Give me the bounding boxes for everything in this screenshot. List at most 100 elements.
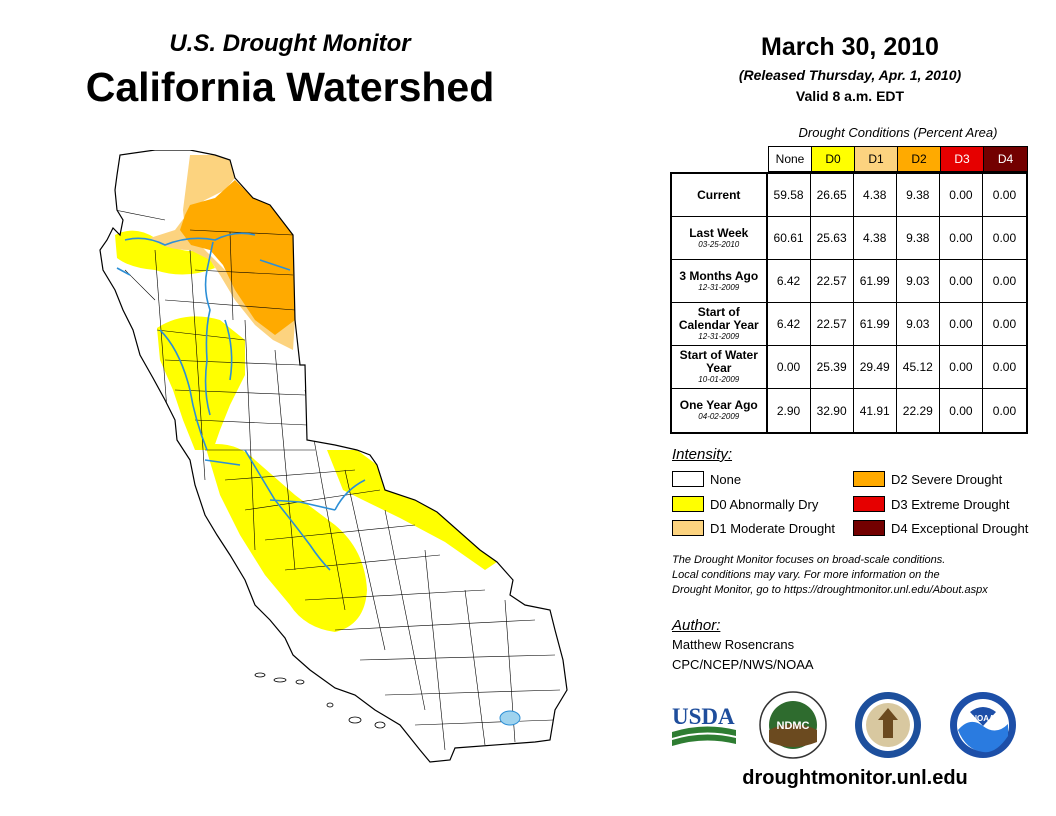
- table-cell: 2.90: [768, 389, 811, 432]
- svg-text:NDMC: NDMC: [777, 720, 810, 732]
- table-cell: 0.00: [940, 260, 983, 302]
- table-cell: 0.00: [768, 346, 811, 388]
- table-cell: 0.00: [992, 317, 1017, 331]
- legend-swatch: [853, 496, 885, 512]
- table-cell: 0.00: [992, 360, 1017, 374]
- table-cell: 4.38: [854, 217, 897, 259]
- row-date: 12-31-2009: [698, 282, 740, 292]
- author-title: Author:: [672, 617, 721, 634]
- svg-text:NOAA: NOAA: [971, 714, 995, 723]
- table-cell: 0.00: [940, 389, 983, 432]
- table-row: One Year Ago 04-02-2009 2.90 32.90 41.91 …: [672, 389, 1026, 432]
- legend-item-none: None: [672, 471, 741, 487]
- table-row: Last Week 03-25-2010 60.61 25.63 4.38 9.3…: [672, 217, 1026, 260]
- col-none: None: [769, 147, 812, 171]
- author-name: Matthew Rosencrans: [672, 637, 795, 652]
- legend-swatch: [853, 520, 885, 536]
- table-cell: 9.03: [897, 260, 940, 302]
- table-cell: 22.57: [811, 260, 854, 302]
- legend-item-d2: D2 Severe Drought: [853, 471, 1002, 487]
- legend-item-d1: D1 Moderate Drought: [672, 520, 835, 536]
- release-date: (Released Thursday, Apr. 1, 2010): [738, 67, 962, 83]
- table-cell: 59.58: [768, 174, 811, 216]
- d2-northeast: [180, 180, 295, 335]
- col-d0: D0: [812, 147, 855, 171]
- table-cell: 0.00: [992, 274, 1017, 288]
- legend-item-d4: D4 Exceptional Drought: [853, 520, 1028, 536]
- date-block: March 30, 2010 (Released Thursday, Apr. …: [670, 33, 1030, 104]
- table-row: Start of Calendar Year 12-31-2009 6.42 22…: [672, 303, 1026, 346]
- legend-swatch: [672, 471, 704, 487]
- table-row: Start of Water Year 10-01-2009 0.00 25.39…: [672, 346, 1026, 389]
- table-cell: 22.29: [897, 389, 940, 432]
- table-cell: 60.61: [768, 217, 811, 259]
- drought-monitor-note: The Drought Monitor focuses on broad-sca…: [672, 554, 988, 596]
- drought-table: Current 59.58 26.65 4.38 9.38 0.00 0.00 …: [670, 172, 1028, 434]
- table-cell: 22.57: [811, 303, 854, 345]
- author-org: CPC/NCEP/NWS/NOAA: [672, 657, 814, 672]
- table-cell: 6.42: [768, 260, 811, 302]
- table-cell: 4.38: [854, 174, 897, 216]
- d0-eastern-sierra: [327, 450, 497, 570]
- table-cell: 41.91: [854, 389, 897, 432]
- table-cell: 9.38: [897, 217, 940, 259]
- col-d4: D4: [984, 147, 1027, 171]
- col-d2: D2: [898, 147, 941, 171]
- salton-sea: [499, 710, 521, 726]
- table-cell: 6.42: [768, 303, 811, 345]
- row-label: Start of Water Year 10-01-2009: [672, 346, 768, 388]
- table-cell: 9.03: [897, 303, 940, 345]
- doc-seal-icon: [853, 690, 923, 760]
- table-cell: 61.99: [854, 260, 897, 302]
- valid-time: Valid 8 a.m. EDT: [795, 88, 905, 104]
- ndmc-logo: NDMC: [758, 690, 828, 760]
- table-caption: Drought Conditions (Percent Area): [798, 125, 998, 140]
- watershed-outline: [99, 149, 568, 763]
- row-label: One Year Ago 04-02-2009: [672, 389, 768, 432]
- table-cell: 0.00: [940, 174, 983, 216]
- website-url: droughtmonitor.unl.edu: [742, 767, 968, 789]
- legend-swatch: [853, 471, 885, 487]
- usda-logo: USDA: [670, 700, 738, 750]
- california-watershed-map: [95, 149, 585, 780]
- table-cell: 25.39: [811, 346, 854, 388]
- d1-northeast: [150, 155, 295, 350]
- legend-swatch: [672, 496, 704, 512]
- row-date: 04-02-2009: [698, 412, 740, 421]
- row-date: 03-25-2010: [698, 239, 740, 249]
- table-cell: 0.00: [940, 303, 983, 345]
- legend-item-d3: D3 Extreme Drought: [853, 496, 1010, 512]
- table-cell: 45.12: [897, 346, 940, 388]
- table-row: Current 59.58 26.65 4.38 9.38 0.00 0.00: [672, 174, 1026, 217]
- noaa-logo: NOAA: [948, 690, 1018, 760]
- map-date: March 30, 2010: [761, 33, 939, 61]
- table-cell: 26.65: [811, 174, 854, 216]
- row-label: 3 Months Ago 12-31-2009: [672, 260, 768, 302]
- svg-text:USDA: USDA: [672, 704, 735, 729]
- table-cell: 61.99: [854, 303, 897, 345]
- title-block: U.S. Drought Monitor California Watershe…: [40, 30, 540, 111]
- table-cell: 32.90: [811, 389, 854, 432]
- legend-item-d0: D0 Abnormally Dry: [672, 496, 818, 512]
- table-cell: 0.00: [992, 231, 1017, 245]
- col-d3: D3: [941, 147, 984, 171]
- legend-title: Intensity:: [672, 446, 733, 463]
- row-label: Start of Calendar Year 12-31-2009: [672, 303, 768, 345]
- map-title: California Watershed: [85, 64, 495, 110]
- table-cell: 0.00: [940, 217, 983, 259]
- d0-north-band: [115, 230, 215, 275]
- table-cell: 0.00: [992, 188, 1017, 202]
- col-d1: D1: [855, 147, 898, 171]
- table-cell: 9.38: [897, 174, 940, 216]
- table-row: 3 Months Ago 12-31-2009 6.42 22.57 61.99 …: [672, 260, 1026, 303]
- table-cell: 29.49: [854, 346, 897, 388]
- row-label: Last Week 03-25-2010: [672, 217, 768, 259]
- map-subtitle: U.S. Drought Monitor: [169, 30, 411, 57]
- row-date: 12-31-2009: [698, 332, 740, 341]
- table-header: None D0 D1 D2 D3 D4: [768, 146, 1028, 172]
- table-cell: 0.00: [940, 346, 983, 388]
- row-label: Current: [672, 174, 768, 216]
- table-cell: 25.63: [811, 217, 854, 259]
- row-date: 10-01-2009: [698, 375, 740, 384]
- d0-sacramento-valley: [157, 316, 245, 450]
